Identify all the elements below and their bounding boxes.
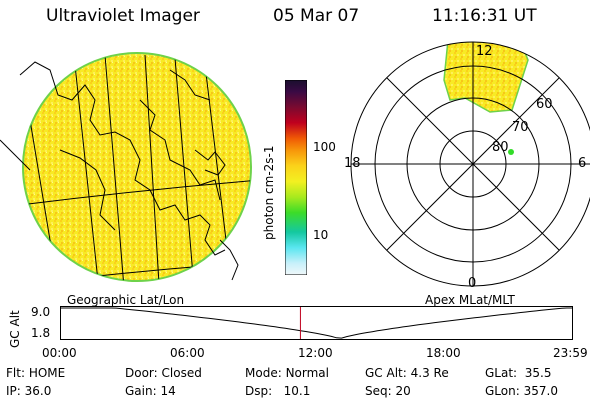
mlt-label-6: 6 xyxy=(578,156,587,171)
status-ip: IP: 36.0 xyxy=(6,384,52,398)
status-gc-alt: GC Alt: 4.3 Re xyxy=(365,366,449,380)
mlt-label-12: 12 xyxy=(476,44,493,59)
mlt-label-0: 0 xyxy=(468,276,477,291)
status-mode: Mode: Normal xyxy=(245,366,329,380)
mlt-label-18: 18 xyxy=(344,156,361,171)
coastlines xyxy=(0,61,239,281)
time-label: 11:16:31 UT xyxy=(432,6,537,26)
colorbar xyxy=(284,79,311,276)
status-glon: GLon: 357.0 xyxy=(485,384,558,398)
x-tick-4: 23:59 xyxy=(553,346,588,360)
status-flt: Flt: HOME xyxy=(6,366,66,380)
x-tick-1: 06:00 xyxy=(170,346,205,360)
lat-label-80: 80 xyxy=(492,140,509,155)
altitude-ymax: 9.0 xyxy=(31,305,51,319)
graticule xyxy=(23,54,251,281)
apex-label: Apex MLat/MLT xyxy=(425,293,515,307)
status-seq: Seq: 20 xyxy=(365,384,411,398)
date-label: 05 Mar 07 xyxy=(273,6,360,26)
status-door: Door: Closed xyxy=(125,366,202,380)
status-dsp: Dsp: 10.1 xyxy=(245,384,311,398)
geographic-image-panel xyxy=(0,52,252,282)
altitude-plot xyxy=(60,306,573,340)
geographic-label: Geographic Lat/Lon xyxy=(67,293,185,307)
lat-label-60: 60 xyxy=(536,97,553,112)
altitude-ylabel: GC Alt xyxy=(8,310,22,348)
x-tick-0: 00:00 xyxy=(42,346,77,360)
subsolar-point-marker xyxy=(508,149,514,155)
status-gain: Gain: 14 xyxy=(125,384,176,398)
x-tick-3: 18:00 xyxy=(426,346,461,360)
colorbar-tick-10: 10 xyxy=(313,228,329,242)
instrument-title: Ultraviolet Imager xyxy=(46,6,200,26)
lat-label-70: 70 xyxy=(512,120,529,135)
altitude-curve xyxy=(60,307,572,339)
status-glat: GLat: 35.5 xyxy=(485,366,552,380)
colorbar-unit-label: photon cm-2s-1 xyxy=(262,145,276,241)
polar-plot xyxy=(350,41,590,287)
x-tick-2: 12:00 xyxy=(298,346,333,360)
colorbar-tick-100: 100 xyxy=(313,140,336,154)
altitude-ymin: 1.8 xyxy=(31,326,51,340)
